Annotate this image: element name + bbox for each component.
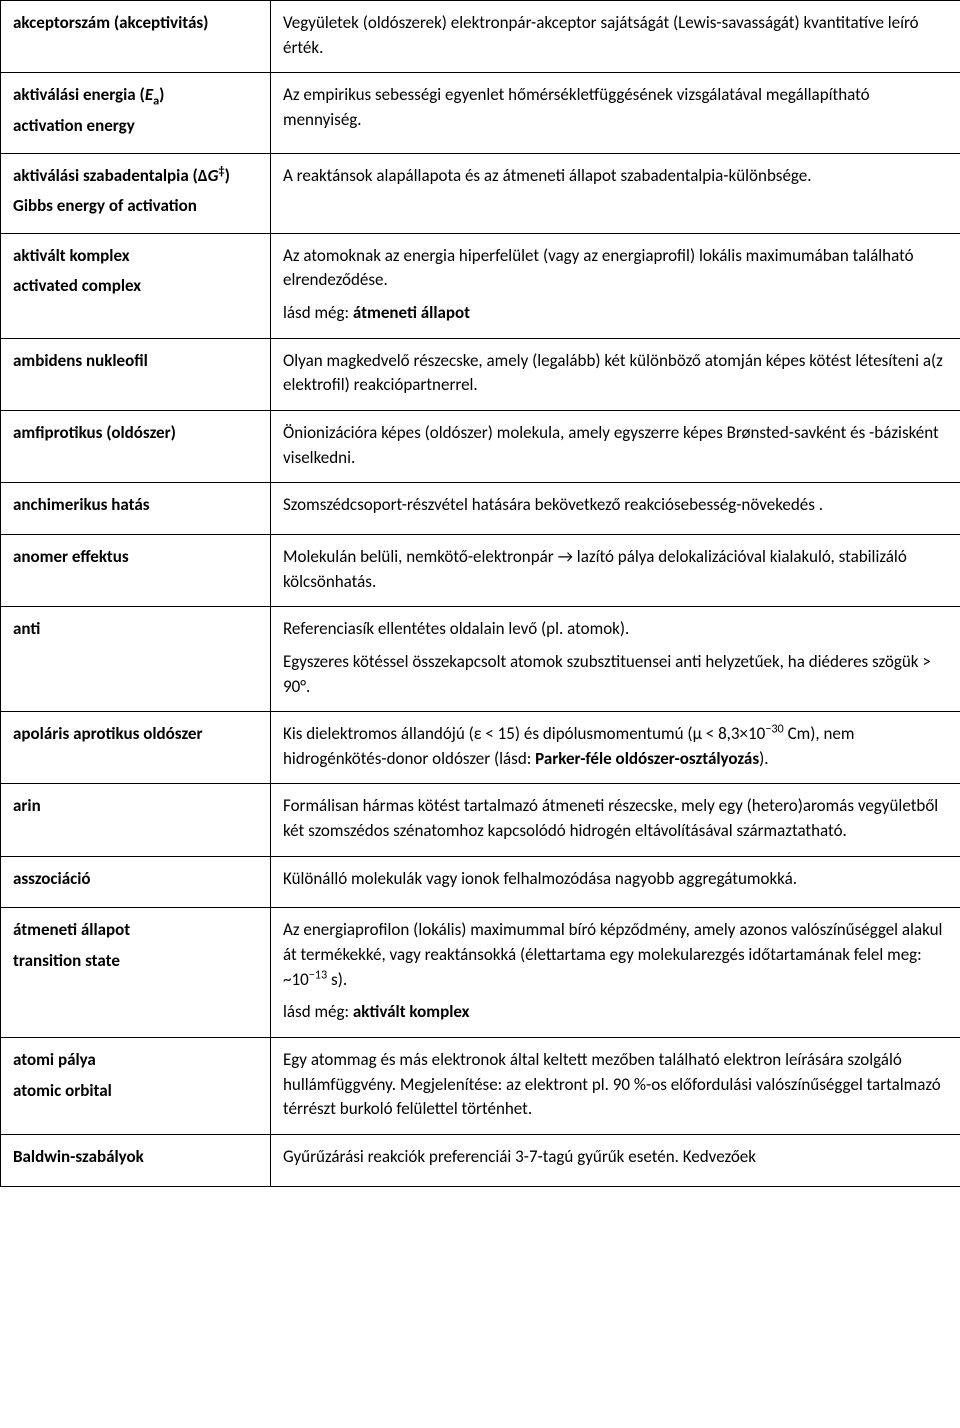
term-cell: anti (1, 607, 271, 712)
term-primary: aktiválási szabadentalpia (∆G‡) (13, 164, 258, 189)
table-row: atomi pálya atomic orbital Egy atommag és … (1, 1037, 960, 1134)
term-primary: átmeneti állapot (13, 918, 258, 943)
term-cell: aktiválási energia (Ea) activation energy (1, 73, 271, 153)
term-primary: akceptorszám (akceptivitás) (13, 11, 258, 36)
glossary-body: akceptorszám (akceptivitás) Vegyületek (o… (1, 1, 960, 1187)
table-row: anchimerikus hatás Szomszédcsoport-részvé… (1, 483, 960, 535)
table-row: apoláris aprotikus oldószer Kis dielektro… (1, 712, 960, 784)
definition-text: Referenciasík ellentétes oldalain levő (… (283, 617, 948, 642)
definition-cell: Az energiaprofilon (lokális) maximummal … (271, 908, 960, 1038)
table-row: Baldwin-szabályok Gyűrűzárási reakciók pr… (1, 1134, 960, 1186)
term-primary: ambidens nukleofil (13, 349, 258, 374)
term-primary: asszociáció (13, 867, 258, 892)
term-primary: apoláris aprotikus oldószer (13, 722, 258, 747)
definition-cell: A reaktánsok alapállapota és az átmeneti… (271, 153, 960, 233)
definition-text: Különálló molekulák vagy ionok felhalmoz… (283, 867, 948, 892)
table-row: aktivált komplex activated complex Az atom… (1, 233, 960, 338)
table-row: arin Formálisan hármas kötést tartalmazó … (1, 784, 960, 856)
term-secondary: atomic orbital (13, 1079, 258, 1104)
term-cell: atomi pálya atomic orbital (1, 1037, 271, 1134)
definition-text: A reaktánsok alapállapota és az átmeneti… (283, 164, 948, 189)
definition-cell: Molekulán belüli, nemkötő-elektronpár → … (271, 534, 960, 606)
definition-text: Formálisan hármas kötést tartalmazó átme… (283, 794, 948, 843)
definition-cell: Vegyületek (oldószerek) elektronpár-akce… (271, 1, 960, 73)
table-row: anti Referenciasík ellentétes oldalain le… (1, 607, 960, 712)
term-primary: aktiválási energia (Ea) (13, 83, 258, 108)
term-primary: amfiprotikus (oldószer) (13, 421, 258, 446)
term-cell: aktiválási szabadentalpia (∆G‡) Gibbs ene… (1, 153, 271, 233)
definition-cell: Olyan magkedvelő részecske, amely (legal… (271, 338, 960, 410)
definition-cell: Az atomoknak az energia hiperfelület (va… (271, 233, 960, 338)
term-cell: aktivált komplex activated complex (1, 233, 271, 338)
definition-cell: Szomszédcsoport-részvétel hatására beköv… (271, 483, 960, 535)
definition-cell: Kis dielektromos állandójú (ε < 15) és d… (271, 712, 960, 784)
term-secondary: activated complex (13, 274, 258, 299)
term-cell: Baldwin-szabályok (1, 1134, 271, 1186)
table-row: aktiválási energia (Ea) activation energy… (1, 73, 960, 153)
term-primary: anti (13, 617, 258, 642)
term-cell: apoláris aprotikus oldószer (1, 712, 271, 784)
definition-cell: Referenciasík ellentétes oldalain levő (… (271, 607, 960, 712)
definition-cell: Formálisan hármas kötést tartalmazó átme… (271, 784, 960, 856)
definition-text: Vegyületek (oldószerek) elektronpár-akce… (283, 11, 948, 60)
glossary-table: akceptorszám (akceptivitás) Vegyületek (o… (0, 0, 960, 1187)
term-cell: átmeneti állapot transition state (1, 908, 271, 1038)
term-primary: atomi pálya (13, 1048, 258, 1073)
definition-text: Önionizációra képes (oldószer) molekula,… (283, 421, 948, 470)
definition-cell: Különálló molekulák vagy ionok felhalmoz… (271, 856, 960, 908)
definition-cell: Gyűrűzárási reakciók preferenciái 3-7-ta… (271, 1134, 960, 1186)
term-cell: asszociáció (1, 856, 271, 908)
term-cell: ambidens nukleofil (1, 338, 271, 410)
definition-text: Molekulán belüli, nemkötő-elektronpár → … (283, 545, 948, 594)
page: akceptorszám (akceptivitás) Vegyületek (o… (0, 0, 960, 1187)
table-row: akceptorszám (akceptivitás) Vegyületek (o… (1, 1, 960, 73)
definition-text: Olyan magkedvelő részecske, amely (legal… (283, 349, 948, 398)
table-row: aktiválási szabadentalpia (∆G‡) Gibbs ene… (1, 153, 960, 233)
term-primary: anomer effektus (13, 545, 258, 570)
table-row: ambidens nukleofil Olyan magkedvelő része… (1, 338, 960, 410)
definition-cell: Önionizációra képes (oldószer) molekula,… (271, 411, 960, 483)
definition-text: Az empirikus sebességi egyenlet hőmérsék… (283, 83, 948, 132)
see-also-target: aktivált komplex (353, 1001, 470, 1022)
term-cell: anchimerikus hatás (1, 483, 271, 535)
definition-text: Az atomoknak az energia hiperfelület (va… (283, 244, 948, 293)
table-row: amfiprotikus (oldószer) Önionizációra kép… (1, 411, 960, 483)
term-primary: anchimerikus hatás (13, 493, 258, 518)
definition-text: Egy atommag és más elektronok által kelt… (283, 1048, 948, 1122)
term-secondary: activation energy (13, 114, 258, 139)
term-cell: amfiprotikus (oldószer) (1, 411, 271, 483)
see-also-label: lásd még: (283, 302, 353, 323)
table-row: átmeneti állapot transition state Az energ… (1, 908, 960, 1038)
see-also: lásd még: átmeneti állapot (283, 301, 948, 326)
term-cell: akceptorszám (akceptivitás) (1, 1, 271, 73)
term-secondary: transition state (13, 949, 258, 974)
see-also-label: lásd még: (283, 1001, 353, 1022)
see-also: lásd még: aktivált komplex (283, 1000, 948, 1025)
definition-text: Kis dielektromos állandójú (ε < 15) és d… (283, 722, 948, 771)
definition-text: Szomszédcsoport-részvétel hatására beköv… (283, 493, 948, 518)
term-secondary: Gibbs energy of activation (13, 194, 258, 219)
term-primary: Baldwin-szabályok (13, 1145, 258, 1170)
definition-text: Egyszeres kötéssel összekapcsolt atomok … (283, 650, 948, 699)
definition-text: Gyűrűzárási reakciók preferenciái 3-7-ta… (283, 1145, 948, 1170)
definition-cell: Egy atommag és más elektronok által kelt… (271, 1037, 960, 1134)
definition-cell: Az empirikus sebességi egyenlet hőmérsék… (271, 73, 960, 153)
see-also-target: átmeneti állapot (353, 302, 470, 323)
definition-text: Az energiaprofilon (lokális) maximummal … (283, 918, 948, 992)
term-primary: aktivált komplex (13, 244, 258, 269)
table-row: anomer effektus Molekulán belüli, nemkötő… (1, 534, 960, 606)
table-row: asszociáció Különálló molekulák vagy iono… (1, 856, 960, 908)
term-primary: arin (13, 794, 258, 819)
term-cell: arin (1, 784, 271, 856)
term-cell: anomer effektus (1, 534, 271, 606)
